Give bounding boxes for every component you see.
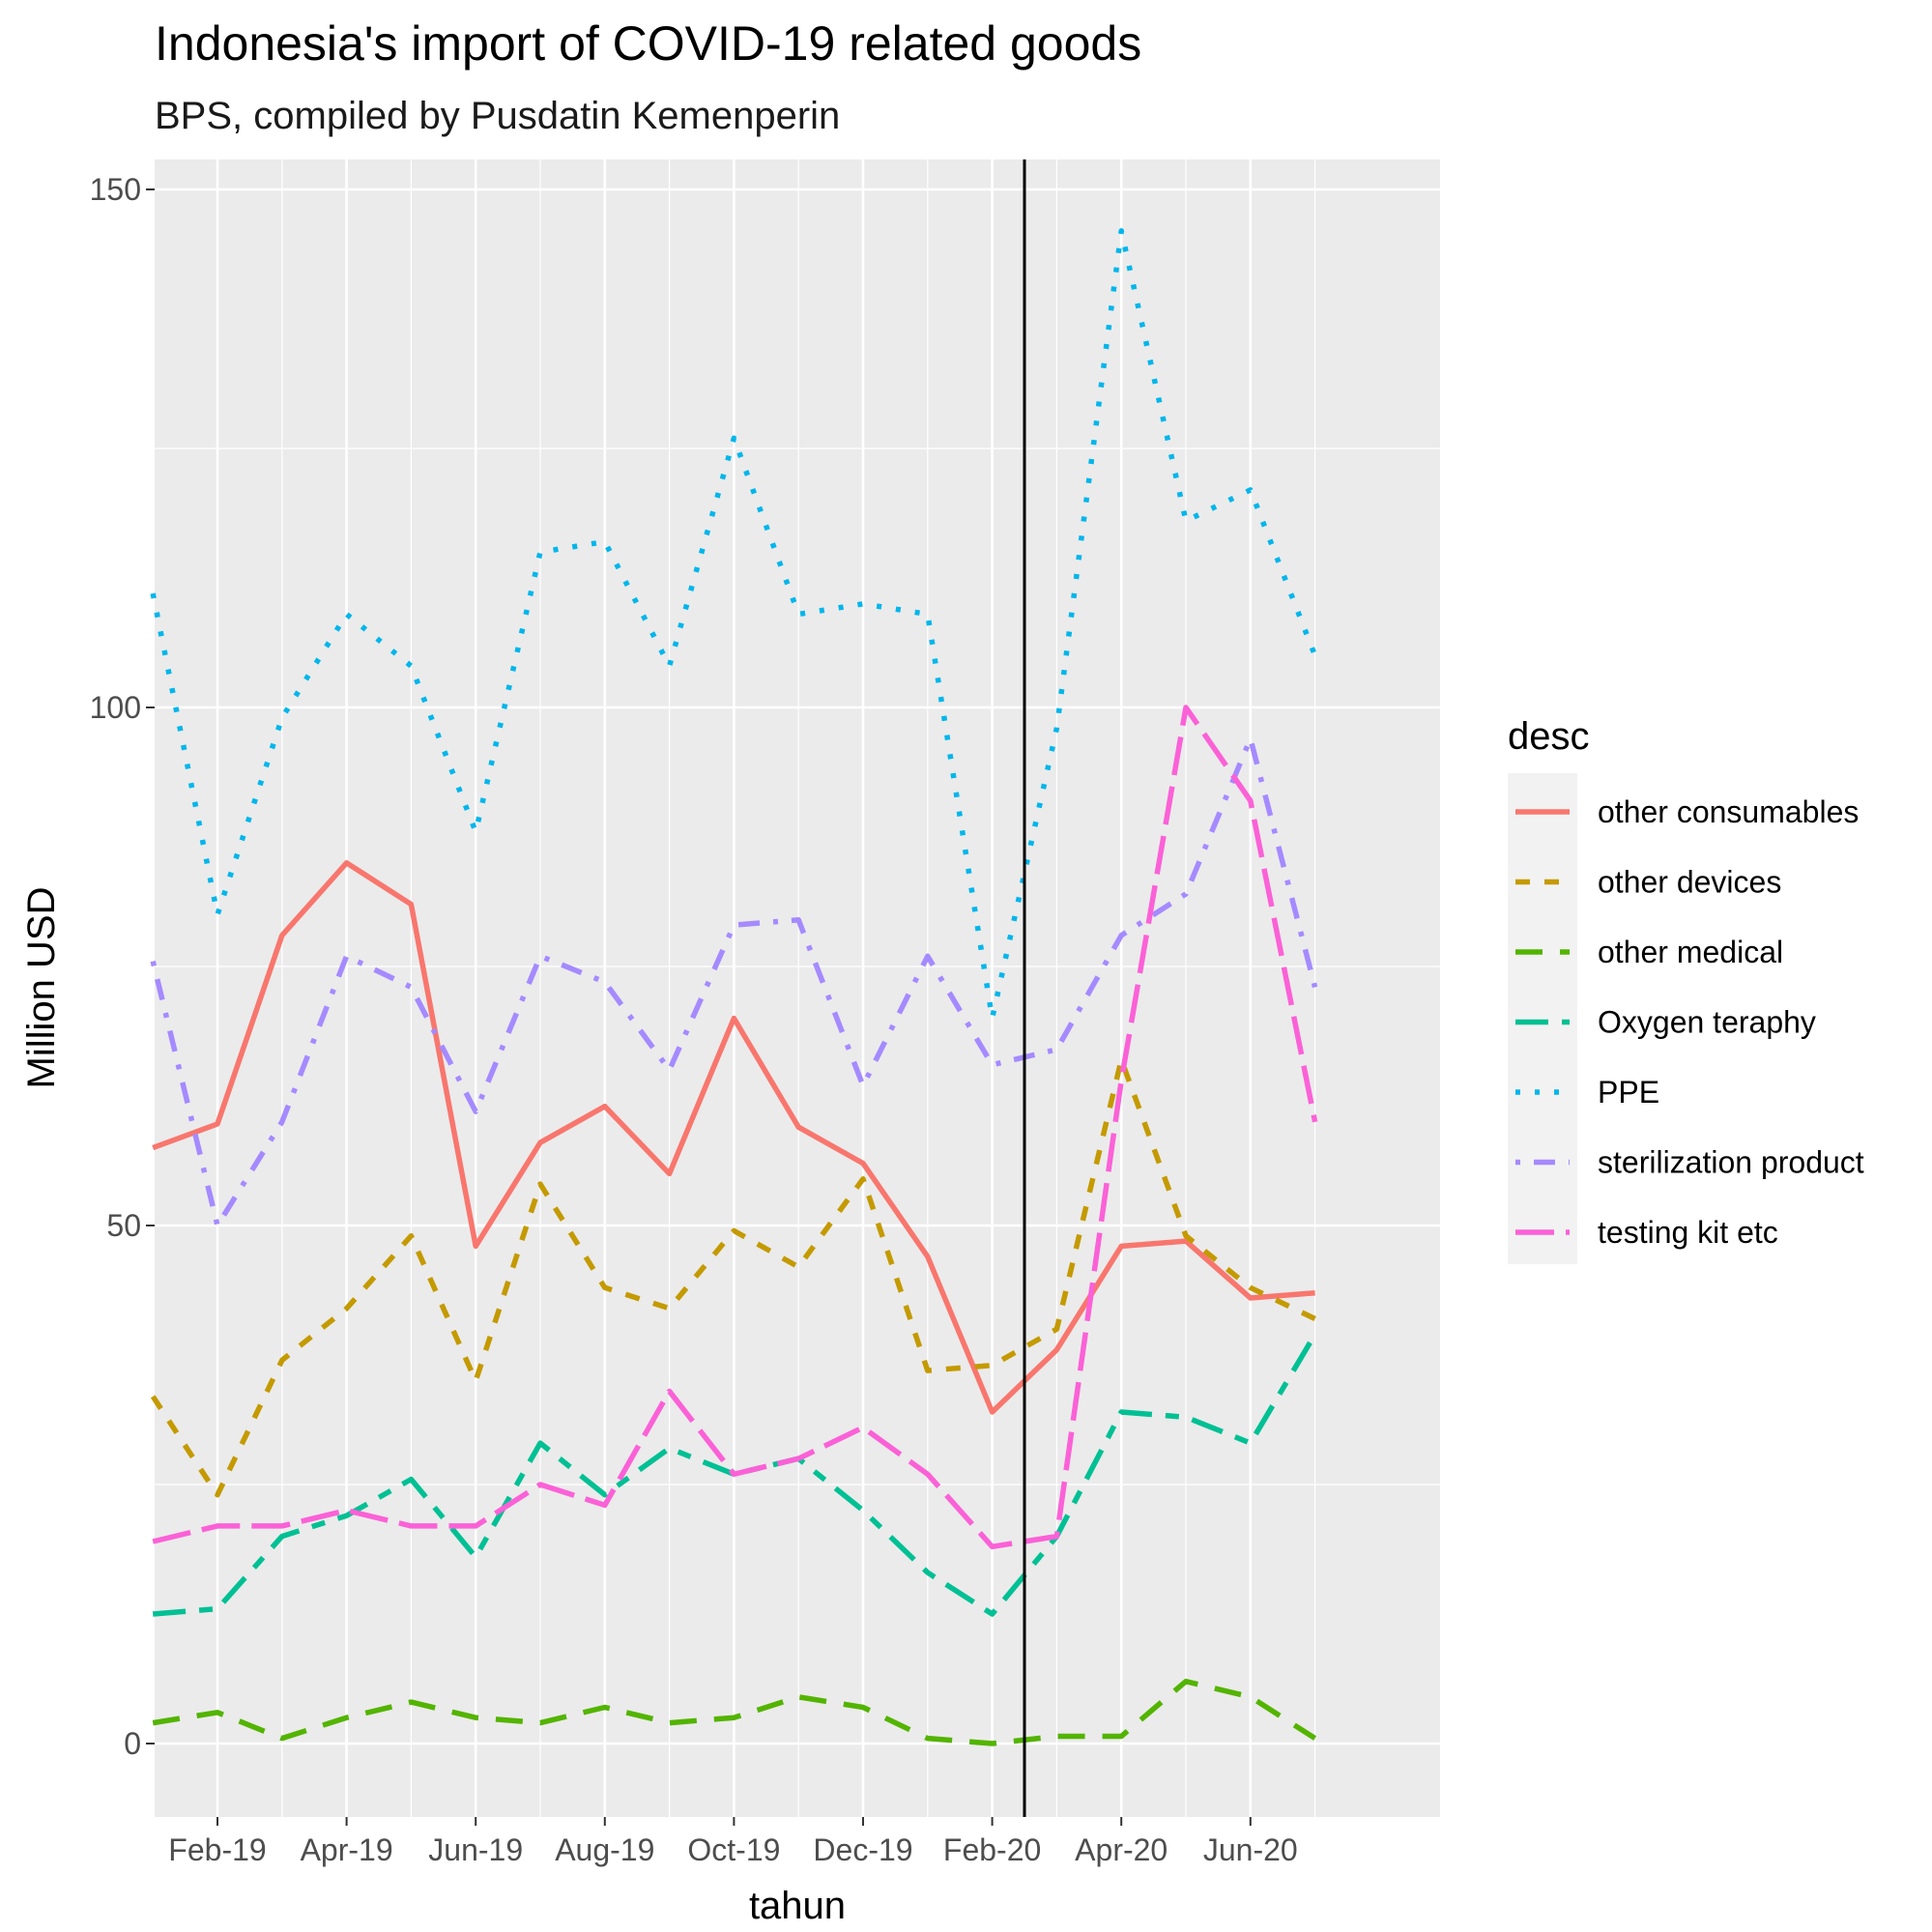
grid-minor — [152, 159, 1440, 1817]
series-line-ppe — [150, 228, 1318, 1022]
x-tick-label: Aug-19 — [555, 1832, 654, 1867]
y-tick-label: 100 — [90, 690, 141, 725]
legend-label: testing kit etc — [1598, 1215, 1778, 1250]
series-line-other-consumables — [152, 860, 1315, 1415]
chart-title: Indonesia's import of COVID-19 related g… — [155, 16, 1141, 71]
legend-label: other medical — [1598, 935, 1783, 969]
x-axis: Feb-19 Apr-19 Jun-19 Aug-19 Oct-19 Dec-19 Feb-… — [168, 1817, 1298, 1867]
x-tick-label: Jun-20 — [1203, 1832, 1298, 1867]
plot-panel — [155, 159, 1440, 1817]
legend-label: other consumables — [1598, 794, 1859, 829]
y-tick-label: 50 — [106, 1208, 141, 1243]
x-tick-label: Dec-19 — [813, 1832, 912, 1867]
legend-label: sterilization product — [1598, 1145, 1864, 1180]
x-axis-title: tahun — [749, 1885, 846, 1927]
series-line-other-medical — [152, 1678, 1317, 1746]
legend-key-background — [1508, 773, 1577, 1264]
series-line-sterilization-product — [150, 735, 1318, 1228]
legend: desc other consumables other devices other… — [1508, 715, 1864, 1264]
legend-label: other devices — [1598, 865, 1781, 900]
series-line-other-devices — [150, 1056, 1316, 1498]
series-line-testing-kit-etc — [152, 705, 1318, 1550]
grid-major — [155, 159, 1440, 1817]
y-axis-title: Million USD — [20, 887, 63, 1089]
legend-label: Oxygen teraphy — [1598, 1005, 1816, 1040]
x-tick-label: Jun-19 — [428, 1832, 523, 1867]
chart-subtitle: BPS, compiled by Pusdatin Kemenperin — [155, 95, 840, 137]
y-axis: 0 50 100 150 — [90, 172, 155, 1761]
legend-label: PPE — [1598, 1075, 1659, 1110]
x-tick-label: Oct-19 — [687, 1832, 780, 1867]
series-line-oxygen-teraphy — [152, 1333, 1317, 1617]
y-tick-label: 150 — [90, 172, 141, 207]
x-tick-label: Feb-19 — [168, 1832, 266, 1867]
legend-title: desc — [1508, 715, 1590, 758]
x-tick-label: Apr-19 — [301, 1832, 393, 1867]
x-tick-label: Apr-20 — [1075, 1832, 1168, 1867]
x-tick-label: Feb-20 — [943, 1832, 1041, 1867]
y-tick-label: 0 — [124, 1726, 141, 1761]
series-lines — [150, 228, 1318, 1746]
